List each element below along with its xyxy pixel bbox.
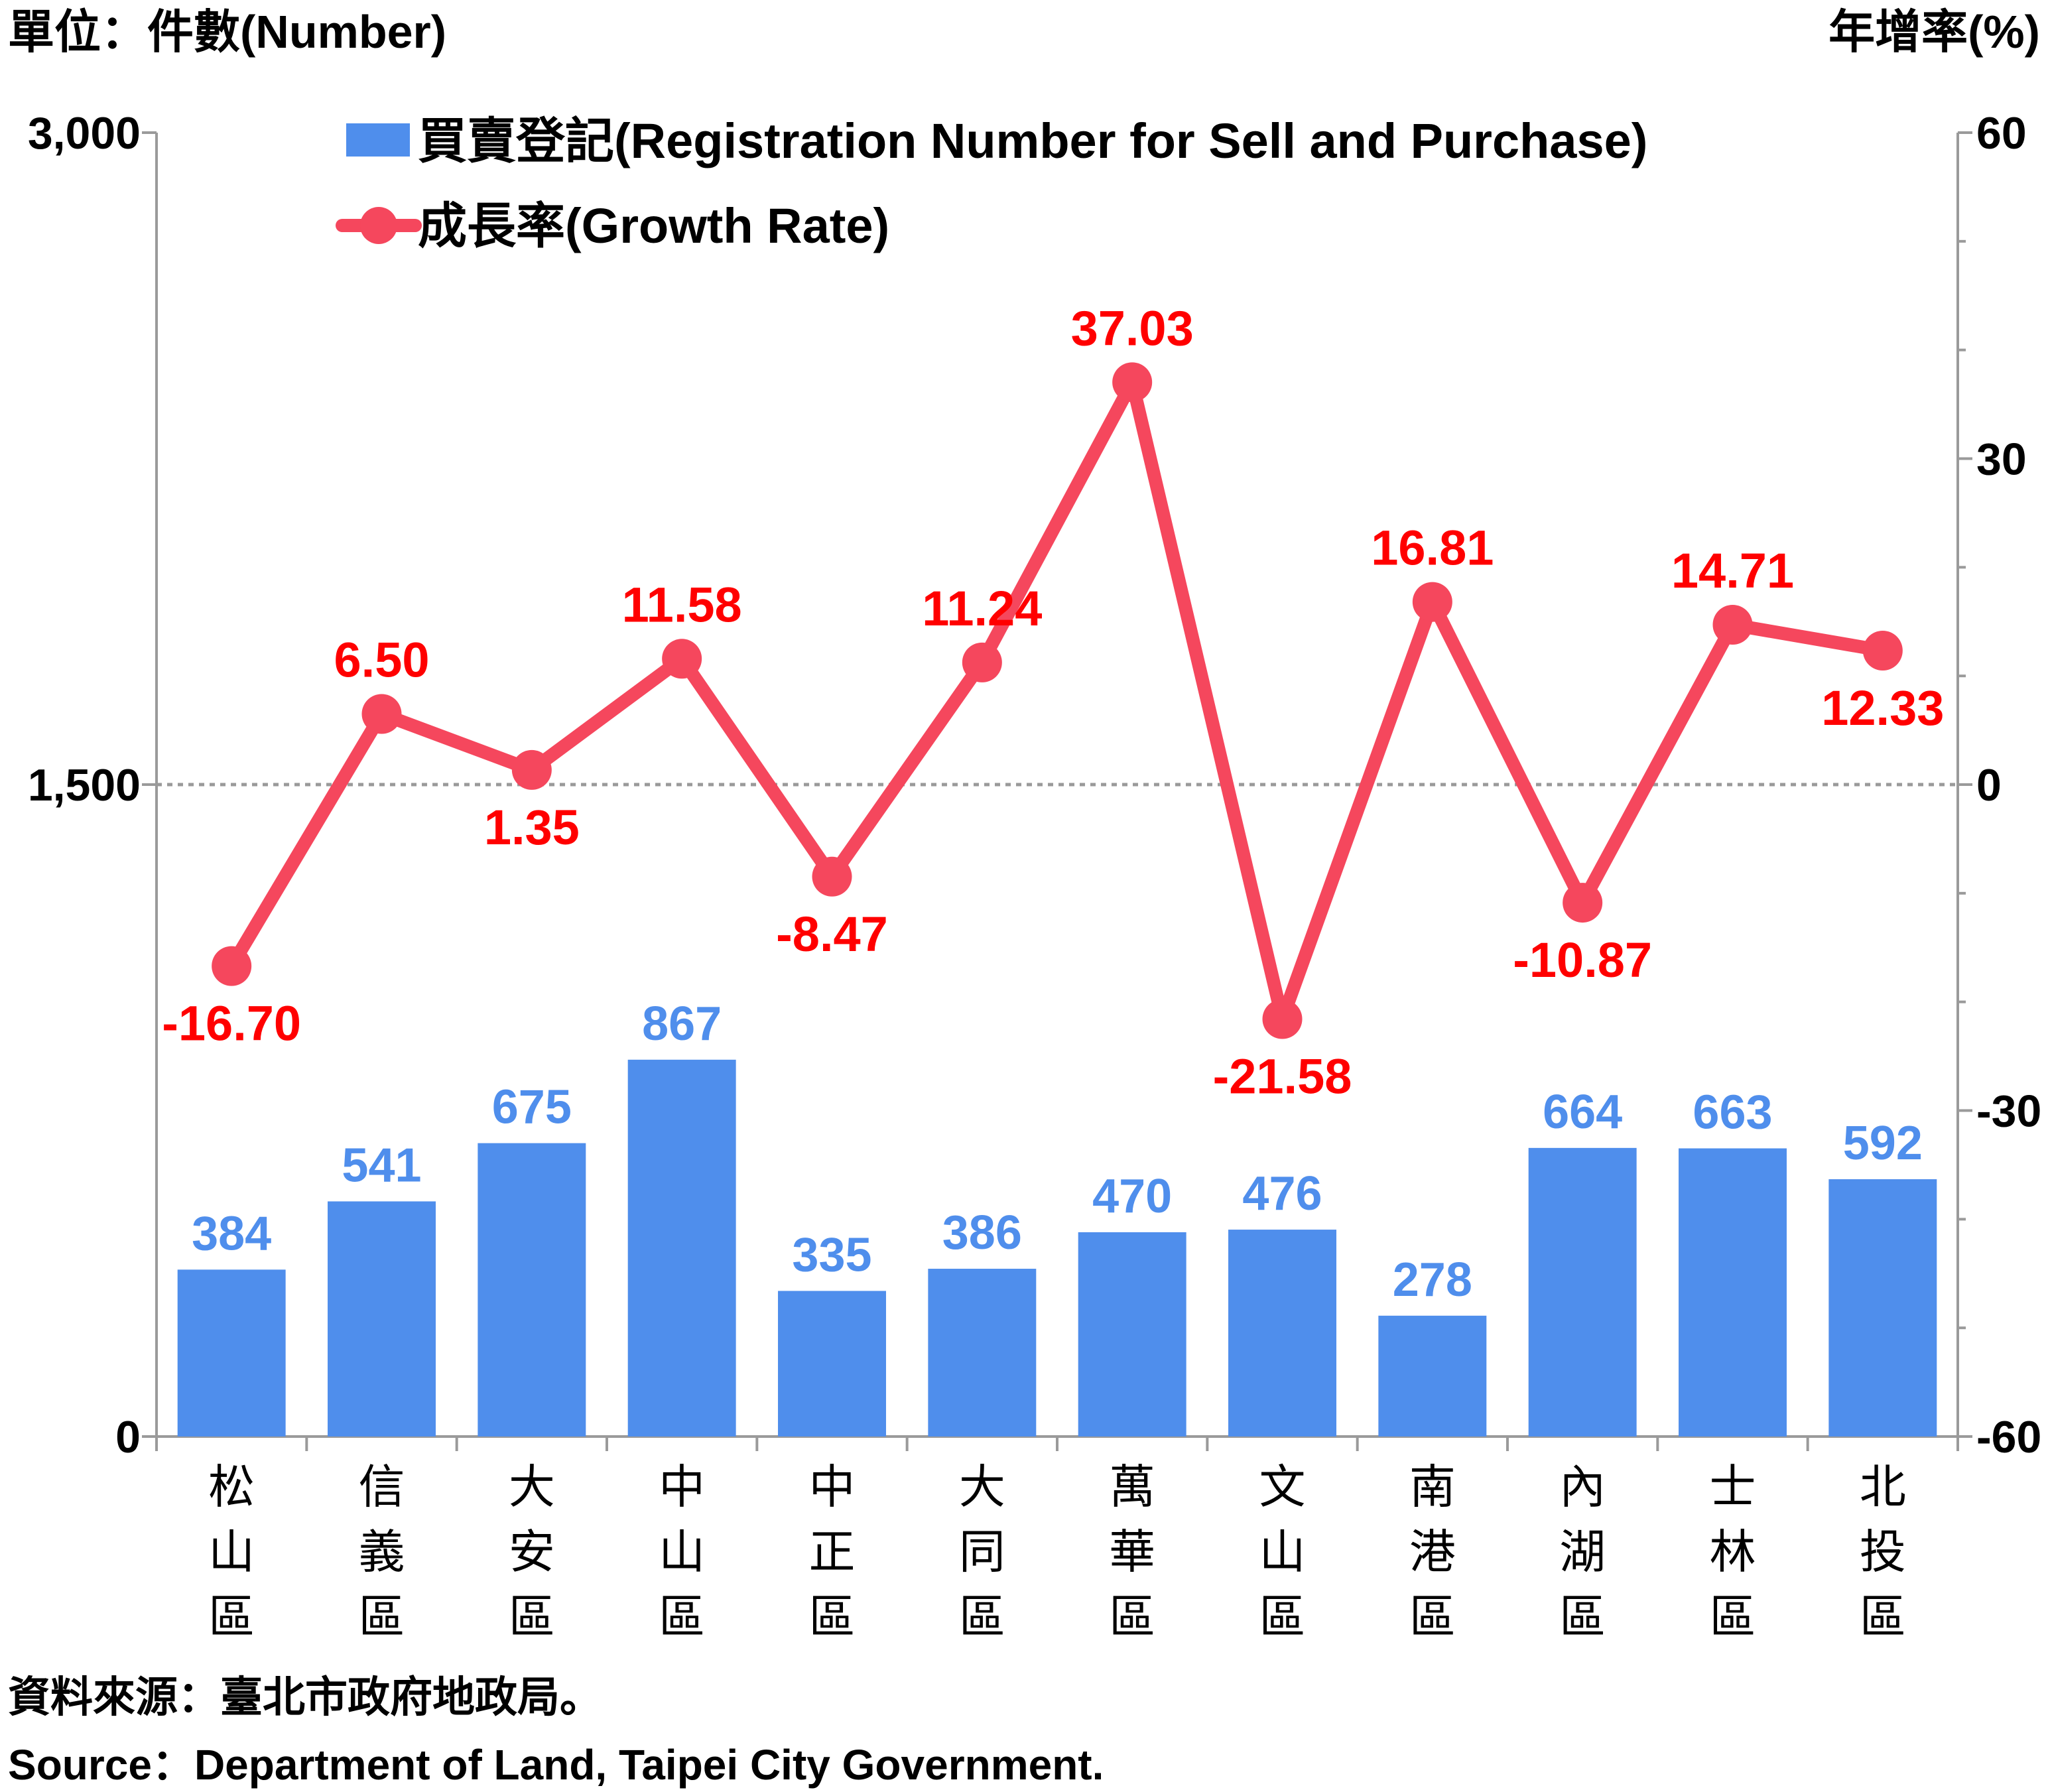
bar-value-label: 663 <box>1693 1086 1772 1139</box>
growth-point <box>212 946 252 986</box>
growth-value-label: -16.70 <box>162 996 301 1051</box>
x-tick-label: 萬華區 <box>1109 1460 1155 1644</box>
right-axis-title: 年增率(%) <box>1828 6 2040 58</box>
bar <box>177 1269 286 1437</box>
source-note-en: Source：Department of Land, Taipei City G… <box>8 1741 1104 1789</box>
left-tick-label: 0 <box>115 1412 141 1462</box>
growth-value-label: 12.33 <box>1821 680 1944 736</box>
bar-value-label: 476 <box>1242 1167 1322 1220</box>
bar-value-label: 384 <box>192 1207 271 1260</box>
x-tick-label: 士林區 <box>1710 1460 1756 1644</box>
bar <box>1378 1315 1487 1437</box>
chart: 0 1,500 3,000 -60 -30 0 30 60 松山區 信義區 大安區 中山區 中正區 大同區… <box>8 6 2041 1644</box>
right-tick-label: -60 <box>1976 1412 2041 1462</box>
legend-label-bar: 買賣登記(Registration Number for Sell and Pu… <box>418 113 1647 168</box>
bar-value-label: 867 <box>642 997 722 1051</box>
axes: 0 1,500 3,000 -60 -30 0 30 60 松山區 信義區 大安區 中山區 中正區 大同區… <box>28 108 2041 1644</box>
left-tick-label: 1,500 <box>28 760 141 810</box>
x-tick-label: 大同區 <box>959 1460 1005 1644</box>
x-tick-label: 北投區 <box>1860 1460 1906 1644</box>
x-tick-label: 文山區 <box>1259 1460 1306 1644</box>
growth-value-label: -10.87 <box>1513 932 1652 988</box>
x-tick-label: 信義區 <box>359 1460 405 1644</box>
growth-point <box>1862 630 1903 671</box>
growth-value-label: 11.58 <box>622 577 742 632</box>
bar-value-label: 592 <box>1843 1117 1923 1170</box>
x-tick-label: 中山區 <box>659 1460 705 1644</box>
right-tick-label: 60 <box>1976 108 2027 159</box>
bar <box>478 1143 586 1437</box>
x-tick-label: 松山區 <box>208 1460 255 1644</box>
bar <box>1078 1232 1186 1437</box>
legend-label-line: 成長率(Growth Rate) <box>418 198 889 253</box>
growth-value-label: 14.71 <box>1671 543 1794 598</box>
growth-point <box>1412 582 1452 622</box>
growth-value-label: 16.81 <box>1371 521 1494 576</box>
growth-point <box>662 639 702 679</box>
x-tick-label: 南港區 <box>1409 1460 1456 1644</box>
legend: 買賣登記(Registration Number for Sell and Pu… <box>336 113 1647 253</box>
left-tick-label: 3,000 <box>28 108 141 159</box>
left-axis-title: 單位：件數(Number) <box>8 6 446 58</box>
bar <box>928 1269 1037 1437</box>
bar-value-label: 675 <box>492 1081 572 1134</box>
growth-point <box>1262 999 1303 1039</box>
right-tick-label: -30 <box>1976 1086 2041 1137</box>
x-tick-label: 內湖區 <box>1559 1460 1606 1644</box>
growth-value-label: -21.58 <box>1213 1049 1352 1104</box>
growth-value-label: 37.03 <box>1071 300 1194 355</box>
data-labels: 384 541 675 867 335 386 470 476 278 664 663 592 -16.… <box>162 300 1944 1306</box>
bar-value-label: 335 <box>792 1228 871 1281</box>
right-tick-label: 0 <box>1976 760 2002 810</box>
growth-point <box>1712 605 1753 645</box>
growth-value-label: -8.47 <box>776 907 888 962</box>
bar-value-label: 278 <box>1393 1253 1472 1307</box>
bar <box>1679 1148 1787 1437</box>
line-series <box>212 362 1903 1039</box>
bar <box>1828 1179 1937 1437</box>
growth-point <box>361 694 402 734</box>
bar <box>778 1291 886 1437</box>
growth-point <box>511 749 552 790</box>
x-tick-label: 大安區 <box>509 1460 555 1644</box>
growth-point <box>812 856 852 897</box>
bar-value-label: 664 <box>1543 1086 1622 1139</box>
growth-point <box>962 642 1002 682</box>
x-tick-label: 中正區 <box>809 1460 856 1644</box>
bar <box>627 1059 736 1437</box>
growth-point <box>1112 362 1153 403</box>
legend-swatch-point <box>360 207 397 244</box>
source-note-zh: 資料來源：臺北市政府地政局。 <box>8 1673 602 1721</box>
growth-value-label: 6.50 <box>334 633 429 688</box>
bar <box>328 1201 436 1437</box>
bar-value-label: 541 <box>342 1139 421 1192</box>
growth-value-label: 11.24 <box>922 581 1042 636</box>
legend-swatch-bar <box>346 123 410 157</box>
growth-point <box>1563 883 1603 923</box>
growth-line <box>225 375 1889 1026</box>
bar <box>1528 1147 1637 1437</box>
right-tick-label: 30 <box>1976 434 2027 485</box>
bar <box>1228 1230 1336 1437</box>
growth-value-label: 1.35 <box>484 800 580 855</box>
bar-value-label: 386 <box>942 1206 1022 1259</box>
bar-series <box>177 1059 1937 1437</box>
bar-value-label: 470 <box>1092 1170 1172 1223</box>
